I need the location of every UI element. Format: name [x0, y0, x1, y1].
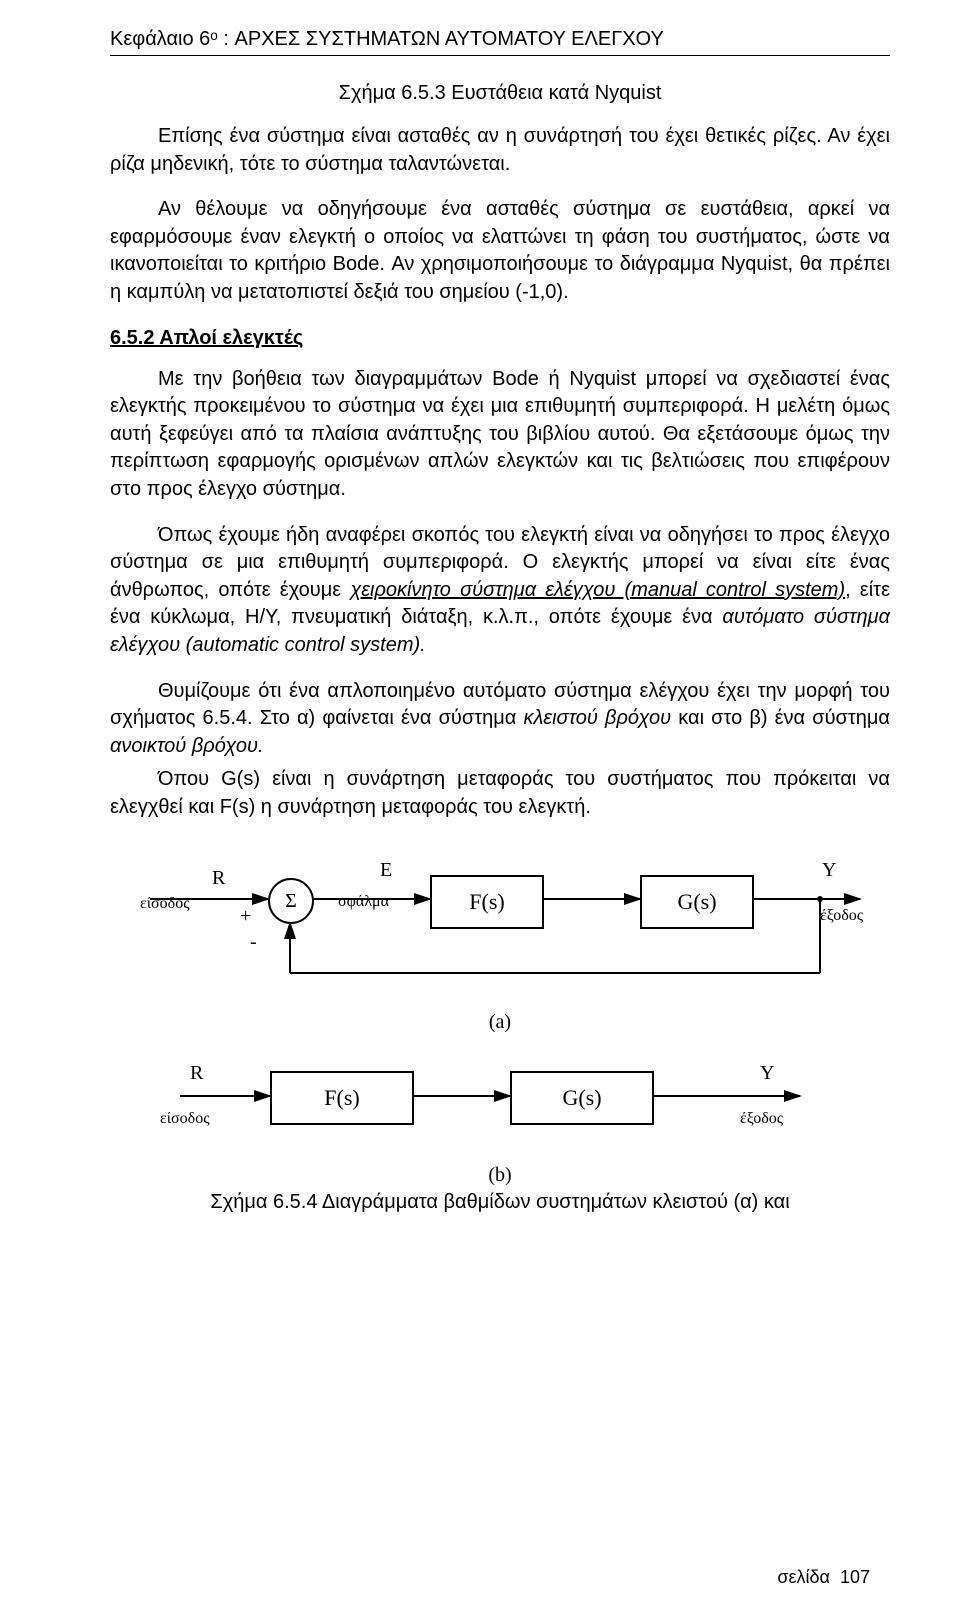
block-G-b-text: G(s) [562, 1085, 601, 1111]
chapter-header-text: Κεφάλαιο 6ᵒ : ΑΡΧΕΣ ΣΥΣΤΗΜΑΤΩΝ ΑΥΤΟΜΑΤΟΥ… [110, 28, 664, 50]
paragraph-1: Επίσης ένα σύστημα είναι ασταθές αν η συ… [110, 123, 890, 178]
minus-sign: - [250, 931, 257, 954]
block-F-a: F(s) [430, 875, 544, 929]
diagram-b: R είσοδος F(s) G(s) Y έξοδος [120, 1056, 880, 1156]
section-heading-652: 6.5.2 Απλοί ελεγκτές [110, 327, 890, 350]
block-F-b: F(s) [270, 1071, 414, 1125]
label-R-a: R [212, 867, 225, 890]
diagram-a: R είσοδος Σ + - E σφάλμα F(s) G(s) Y έξο… [120, 853, 880, 1003]
label-R-b: R [190, 1062, 203, 1085]
paragraph-3: Με την βοήθεια των διαγραμμάτων Bode ή N… [110, 366, 890, 504]
para4-part-b: χειροκίνητο σύστημα ελέγχου (manual cont… [350, 579, 845, 601]
block-G-a: G(s) [640, 875, 754, 929]
diagram-b-sublabel: (b) [110, 1164, 890, 1187]
label-E: E [380, 859, 392, 882]
sigma-symbol: Σ [285, 890, 297, 913]
label-input-a: είσοδος [140, 895, 190, 913]
block-F-a-text: F(s) [469, 889, 504, 915]
para5-part-c: και στο β) ένα σύστημα [671, 707, 890, 729]
diagram-b-wrap: R είσοδος F(s) G(s) Y έξοδος (b) Σχήμα 6… [110, 1056, 890, 1214]
chapter-header: Κεφάλαιο 6ᵒ : ΑΡΧΕΣ ΣΥΣΤΗΜΑΤΩΝ ΑΥΤΟΜΑΤΟΥ… [110, 28, 890, 56]
figure-caption-654: Σχήμα 6.5.4 Διαγράμματα βαθμίδων συστημά… [120, 1191, 880, 1214]
block-G-a-text: G(s) [677, 889, 716, 915]
figure-caption-653: Σχήμα 6.5.3 Ευστάθεια κατά Nyquist [110, 82, 890, 105]
block-G-b: G(s) [510, 1071, 654, 1125]
label-output-a: έξοδος [820, 907, 863, 925]
page-number: σελίδα 107 [777, 1567, 870, 1588]
paragraph-2: Αν θέλουμε να οδηγήσουμε ένα ασταθές σύσ… [110, 196, 890, 306]
diagram-a-sublabel: (a) [110, 1011, 890, 1034]
label-Y-b: Y [760, 1062, 774, 1085]
block-F-b-text: F(s) [324, 1085, 359, 1111]
paragraph-4: Όπως έχουμε ήδη αναφέρει σκοπός του ελεγ… [110, 522, 890, 660]
plus-sign: + [240, 905, 251, 928]
label-output-b: έξοδος [740, 1110, 783, 1128]
page-number-label: σελίδα [777, 1567, 830, 1587]
label-error: σφάλμα [338, 893, 389, 911]
diagram-a-wrap: R είσοδος Σ + - E σφάλμα F(s) G(s) Y έξο… [110, 853, 890, 1034]
label-Y-a: Y [822, 859, 836, 882]
label-input-b: είσοδος [160, 1110, 210, 1128]
para5-part-b: κλειστού βρόχου [523, 707, 671, 729]
paragraph-6: Όπου G(s) είναι η συνάρτηση μεταφοράς το… [110, 766, 890, 821]
page-number-value: 107 [840, 1567, 870, 1587]
paragraph-5: Θυμίζουμε ότι ένα απλοποιημένο αυτόματο … [110, 678, 890, 761]
para5-part-d: ανοικτού βρόχου. [110, 735, 264, 757]
